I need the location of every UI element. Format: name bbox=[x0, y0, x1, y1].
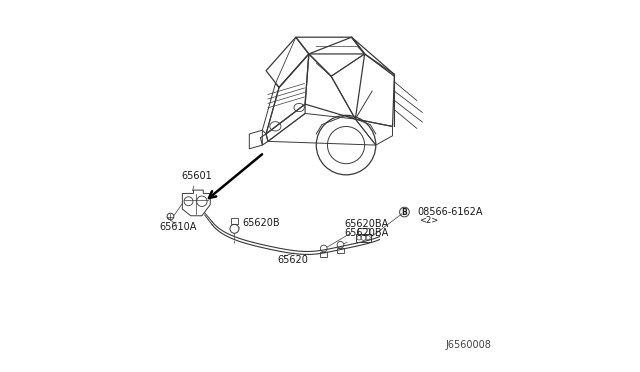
Bar bbox=[356, 234, 371, 242]
Text: 65610A: 65610A bbox=[159, 222, 196, 232]
Text: B: B bbox=[401, 208, 407, 217]
Bar bbox=[231, 218, 238, 224]
Text: 65601: 65601 bbox=[182, 170, 212, 191]
Text: 08566-6162A: 08566-6162A bbox=[418, 207, 483, 217]
Text: J6560008: J6560008 bbox=[445, 340, 491, 350]
Text: 65620: 65620 bbox=[277, 256, 308, 265]
Text: 65620BA: 65620BA bbox=[344, 228, 388, 244]
Bar bbox=[337, 248, 344, 253]
Text: 65620BA: 65620BA bbox=[327, 219, 388, 247]
Bar bbox=[321, 252, 327, 257]
Bar bbox=[358, 228, 369, 234]
Text: 65620B: 65620B bbox=[239, 218, 280, 228]
Text: <2>: <2> bbox=[419, 216, 438, 225]
